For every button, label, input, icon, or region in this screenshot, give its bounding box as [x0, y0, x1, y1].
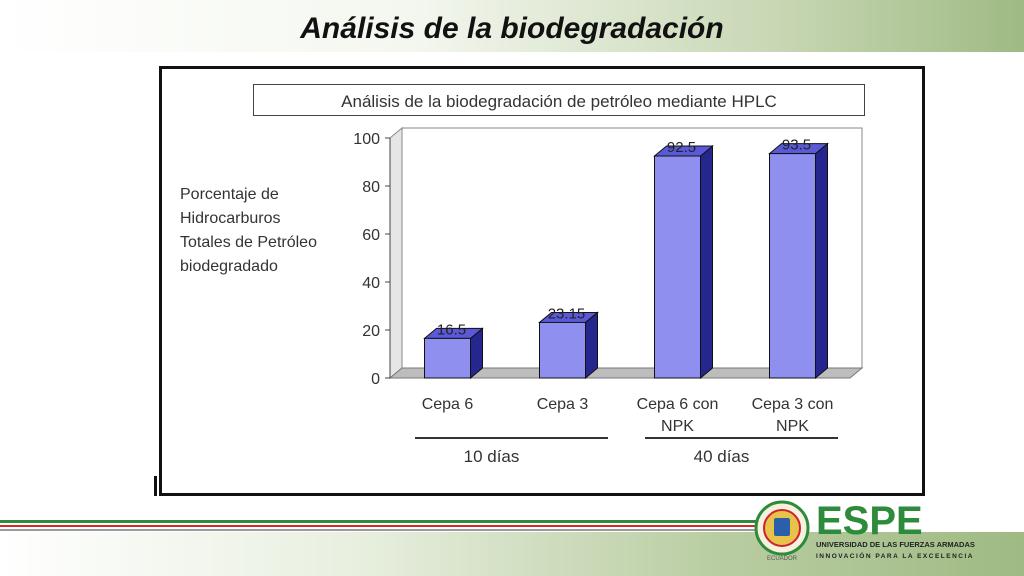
x-category-label: NPK — [661, 418, 694, 435]
bar-data-label: 23.15 — [548, 305, 586, 322]
brand-name: ESPE — [816, 500, 923, 543]
espe-logo: ECUADOR ESPE UNIVERSIDAD DE LAS FUERZAS … — [752, 499, 1002, 562]
x-category-label: Cepa 6 — [422, 396, 474, 413]
brand-line1: UNIVERSIDAD DE LAS FUERZAS ARMADAS — [816, 540, 975, 549]
group-label: 40 días — [694, 447, 750, 466]
y-tick-label: 80 — [362, 179, 380, 196]
chart-title: Análisis de la biodegradación de petróle… — [341, 92, 777, 111]
y-tick-label: 0 — [371, 371, 380, 388]
red-stripe — [0, 525, 760, 527]
group-label: 10 días — [464, 447, 520, 466]
bar-data-label: 92.5 — [667, 139, 696, 156]
bar-side — [585, 311, 598, 380]
espe-logo-graphic: ECUADOR ESPE UNIVERSIDAD DE LAS FUERZAS … — [754, 499, 975, 562]
chart-title-box: Análisis de la biodegradación de petróle… — [253, 84, 865, 116]
bar — [539, 321, 586, 379]
seal-caption: ECUADOR — [767, 556, 798, 562]
bar — [654, 155, 701, 379]
x-category-label: Cepa 3 con — [752, 396, 834, 413]
x-category-label: NPK — [776, 418, 809, 435]
bar-data-label: 93.5 — [782, 137, 811, 154]
x-category-label: Cepa 3 — [537, 396, 589, 413]
title-band — [0, 0, 1024, 52]
y-tick-label: 60 — [362, 227, 380, 244]
bar-side — [700, 144, 713, 380]
bottom-band — [0, 532, 1024, 576]
x-category-label: Cepa 6 con — [637, 396, 719, 413]
brand-line2: INNOVACIÓN PARA LA EXCELENCIA — [816, 551, 974, 560]
shield-icon — [774, 518, 790, 536]
bar-data-label: 16.5 — [437, 321, 466, 338]
slide-title: Análisis de la biodegradación — [300, 12, 724, 45]
bar — [769, 153, 816, 379]
gray-stripe — [0, 529, 760, 531]
y-axis-label: Porcentaje de Hidrocarburos Totales de P… — [180, 186, 317, 275]
y-tick-label: 100 — [353, 131, 380, 148]
bar — [424, 337, 471, 379]
frame-marker — [154, 476, 157, 496]
plot-side-wall — [389, 126, 403, 380]
green-stripe — [0, 520, 760, 523]
bar-side — [815, 142, 828, 380]
y-tick-label: 20 — [362, 323, 380, 340]
y-tick-label: 40 — [362, 275, 380, 292]
